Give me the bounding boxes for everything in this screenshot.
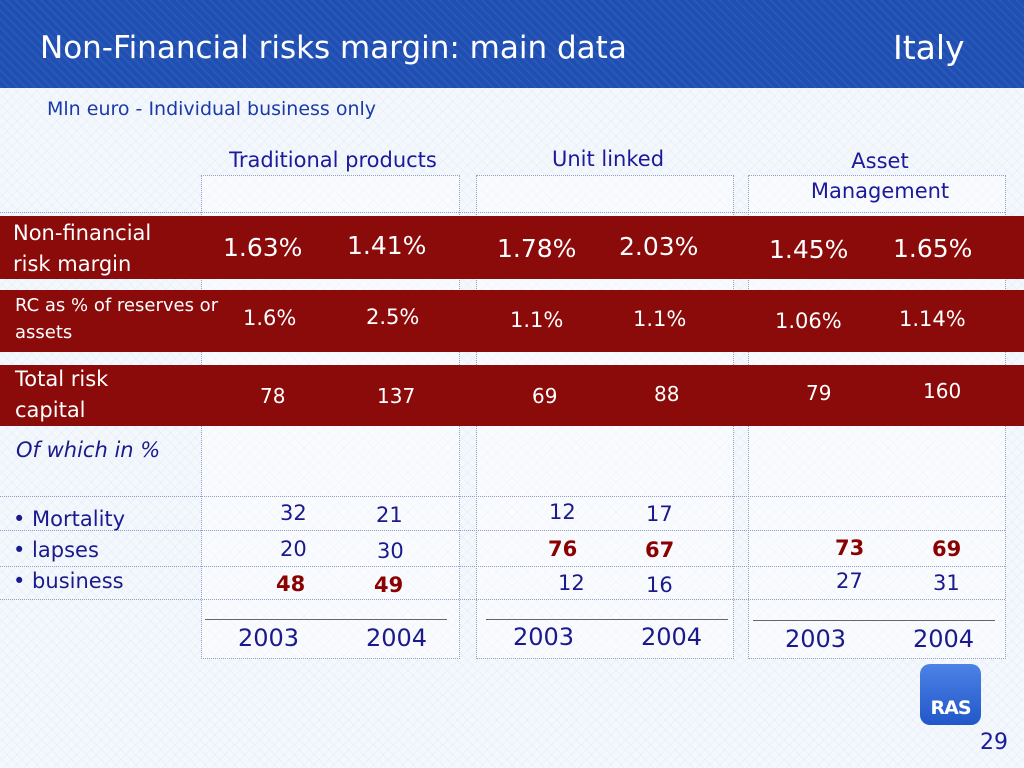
column-header-asset-management: Asset Management — [810, 149, 950, 203]
value-nfrm-trad-2003: 1.63% — [223, 233, 303, 262]
total-rule — [486, 619, 728, 620]
lapses-unit-2003: 76 — [548, 537, 578, 561]
year-unit-2003: 2003 — [513, 623, 575, 651]
row-label-rc-percent-reserves: RC as % of reserves or assets — [15, 295, 219, 343]
row-divider — [0, 599, 1005, 600]
row-label-total-risk-capital: Total risk capital — [15, 367, 109, 422]
value-trc-asset-2003: 79 — [806, 381, 832, 405]
value-rc-trad-2003: 1.6% — [243, 306, 297, 330]
value-rc-asset-2004: 1.14% — [899, 307, 966, 331]
row-label-non-financial-risk-margin: Non-financial risk margin — [13, 221, 152, 276]
value-nfrm-asset-2003: 1.45% — [769, 235, 849, 264]
column-header-unit-linked: Unit linked — [551, 147, 665, 171]
country-label: Italy — [893, 28, 965, 67]
mortality-trad-2004: 21 — [376, 503, 403, 527]
value-nfrm-asset-2004: 1.65% — [893, 234, 973, 263]
value-rc-trad-2004: 2.5% — [366, 305, 420, 329]
value-trc-unit-2004: 88 — [654, 382, 680, 406]
slide-title: Non-Financial risks margin: main data — [40, 30, 627, 66]
mortality-trad-2003: 32 — [280, 501, 307, 525]
lapses-unit-2004: 67 — [645, 538, 675, 562]
value-nfrm-trad-2004: 1.41% — [347, 231, 427, 260]
value-trc-unit-2003: 69 — [532, 384, 558, 408]
business-asset-2003: 27 — [836, 569, 863, 593]
of-which-label: Of which in % — [16, 438, 161, 462]
year-asset-2003: 2003 — [785, 625, 847, 653]
value-rc-asset-2003: 1.06% — [775, 309, 842, 333]
total-rule — [753, 620, 995, 621]
business-trad-2004: 49 — [374, 573, 404, 597]
row-divider — [0, 566, 1005, 567]
ras-logo: RAS — [920, 664, 981, 725]
business-unit-2004: 16 — [646, 573, 673, 597]
row-divider — [0, 212, 1005, 213]
business-unit-2003: 12 — [558, 571, 585, 595]
value-rc-unit-2003: 1.1% — [510, 308, 564, 332]
value-rc-unit-2004: 1.1% — [633, 307, 687, 331]
band-rc-percent-reserves — [0, 290, 1024, 352]
slide-subtitle: Mln euro - Individual business only — [47, 98, 377, 120]
lapses-asset-2004: 69 — [932, 537, 962, 561]
breakdown-label-lapses: • lapses — [13, 538, 99, 562]
year-asset-2004: 2004 — [913, 625, 975, 653]
business-asset-2004: 31 — [933, 571, 960, 595]
lapses-trad-2004: 30 — [377, 539, 404, 563]
mortality-unit-2004: 17 — [646, 502, 673, 526]
year-trad-2004: 2004 — [366, 624, 428, 652]
logo-text: RAS — [930, 697, 971, 719]
page-number: 29 — [980, 730, 1008, 755]
value-nfrm-unit-2004: 2.03% — [619, 232, 699, 261]
breakdown-label-business: • business — [13, 569, 124, 593]
breakdown-label-mortality: • Mortality — [13, 507, 126, 531]
total-rule — [205, 619, 447, 620]
lapses-trad-2003: 20 — [280, 537, 307, 561]
mortality-unit-2003: 12 — [549, 500, 576, 524]
row-divider — [0, 530, 1005, 531]
title-bar — [0, 0, 1024, 88]
year-unit-2004: 2004 — [641, 623, 703, 651]
band-non-financial-risk-margin — [0, 216, 1024, 279]
value-trc-trad-2004: 137 — [377, 384, 416, 408]
business-trad-2003: 48 — [276, 572, 306, 596]
row-divider — [0, 496, 1005, 497]
value-trc-asset-2004: 160 — [923, 379, 962, 403]
band-total-risk-capital — [0, 365, 1024, 426]
value-nfrm-unit-2003: 1.78% — [497, 234, 577, 263]
column-header-traditional-products: Traditional products — [229, 148, 437, 172]
value-trc-trad-2003: 78 — [260, 384, 286, 408]
lapses-asset-2003: 73 — [835, 536, 865, 560]
year-trad-2003: 2003 — [238, 624, 300, 652]
